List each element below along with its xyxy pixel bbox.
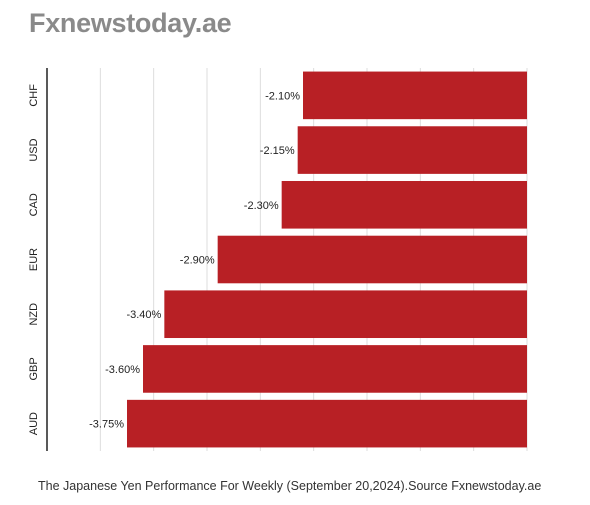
bar-nzd — [164, 290, 528, 339]
category-label: CAD — [28, 193, 40, 216]
category-label: GBP — [28, 357, 40, 380]
category-label: CHF — [28, 84, 40, 107]
bar-gbp — [143, 345, 527, 393]
data-label: -2.10% — [265, 90, 300, 102]
data-label: -2.30% — [244, 200, 279, 212]
bar-usd — [297, 126, 527, 174]
category-label: USD — [28, 138, 40, 161]
data-label: -2.15% — [260, 145, 295, 157]
category-label: AUD — [28, 412, 40, 435]
bar-chf — [303, 71, 527, 120]
data-label: -2.90% — [180, 255, 215, 267]
category-label: EUR — [28, 248, 40, 271]
bars — [127, 71, 528, 448]
data-labels: -2.10% -2.15% -2.30% -2.90% -3.40% -3.60% -3.7… — [89, 90, 300, 430]
chart-caption: The Japanese Yen Performance For Weekly … — [38, 479, 542, 493]
data-label: -3.40% — [126, 309, 161, 321]
data-label: -3.60% — [105, 364, 140, 376]
bar-cad — [281, 180, 527, 229]
brand-title: Fxnewstoday.ae — [29, 8, 232, 38]
bar-eur — [217, 235, 527, 284]
category-labels: CHF USD CAD EUR NZD GBP AUD — [28, 84, 40, 435]
category-label: NZD — [28, 303, 40, 326]
data-label: -3.75% — [89, 419, 124, 431]
bar-aud — [127, 399, 527, 448]
